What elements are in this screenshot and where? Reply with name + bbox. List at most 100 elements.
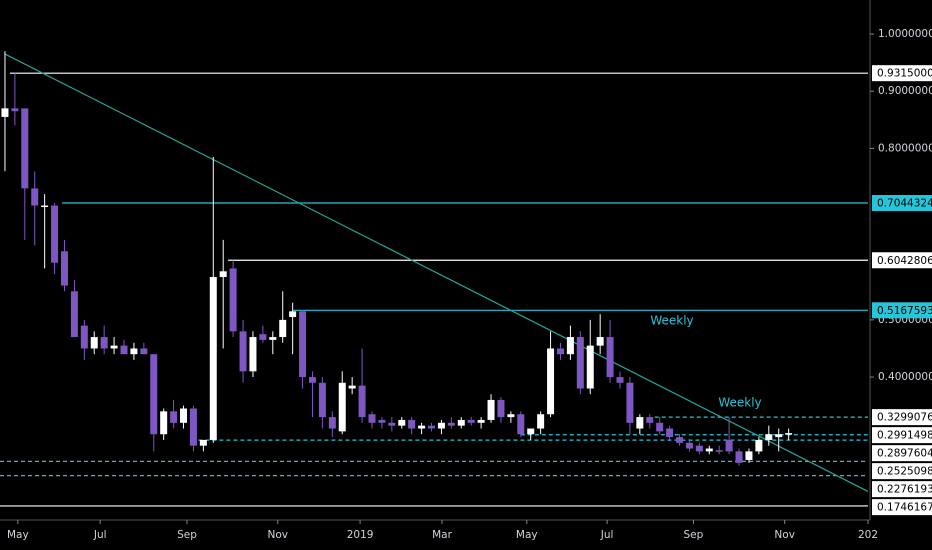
candle-body [150, 354, 158, 435]
candle-body [299, 311, 307, 378]
x-tick-label: Nov [774, 529, 795, 541]
level-label-box [872, 65, 932, 82]
candle-body [90, 337, 98, 349]
candle-body [477, 419, 485, 423]
candle-body [507, 414, 515, 418]
candle-body [189, 408, 197, 446]
candle-body [1, 108, 9, 117]
level-label-box [872, 499, 932, 516]
level-label-box [872, 445, 932, 462]
level-label: 0.28976049 [877, 448, 932, 460]
candle-body [259, 334, 267, 340]
candle-body [715, 450, 723, 452]
candle-body [646, 417, 654, 423]
candle-body [388, 422, 396, 426]
x-tick-label: May [516, 529, 538, 541]
candle-body [41, 205, 49, 208]
candle-body [51, 205, 59, 263]
candle-body [656, 422, 664, 432]
candle-body [685, 442, 693, 449]
level-label-box [872, 302, 932, 319]
candle-body [755, 439, 763, 452]
candle-body [735, 451, 743, 463]
candle-body [358, 385, 366, 418]
candle-body [199, 439, 207, 446]
candle-body [457, 419, 465, 426]
candle-body [289, 311, 297, 318]
candle-body [180, 408, 188, 423]
level-label: 0.22761934 [877, 484, 932, 496]
level-label-box [872, 252, 932, 269]
candle-body [785, 433, 793, 435]
candle-body [497, 399, 505, 418]
candle-body [705, 448, 713, 452]
candle-body [596, 337, 604, 346]
candle-body [160, 411, 168, 435]
candle-body [338, 382, 346, 432]
candle-body [21, 108, 29, 189]
level-label-box [872, 427, 932, 444]
x-tick-label: Jul [93, 529, 107, 541]
candle-body [60, 251, 68, 286]
candle-body [586, 345, 594, 389]
candle-body [269, 337, 277, 340]
level-label: 0.25250981 [877, 466, 932, 478]
candle-body [745, 451, 753, 460]
candle-body [219, 271, 227, 278]
x-tick-label: Nov [268, 529, 289, 541]
candle-body [725, 439, 733, 452]
candle-body [239, 331, 247, 372]
candle-body [378, 419, 386, 423]
candle-body [676, 437, 684, 443]
candle-body [348, 385, 356, 389]
level-label: 0.17461672 [877, 502, 932, 514]
candle-body [566, 337, 574, 355]
candle-body [229, 268, 237, 332]
plot-area [0, 51, 868, 507]
candle-body [368, 414, 376, 423]
x-tick-label: Sep [177, 529, 197, 541]
level-label-box [872, 463, 932, 480]
candle-body [626, 382, 634, 423]
candle-body [527, 428, 535, 435]
level-label: 0.60428068 [877, 255, 932, 267]
candle-body [487, 399, 495, 420]
x-tick-label: Jul [600, 529, 614, 541]
candle-body [576, 337, 584, 389]
x-tick-label: 2019 [347, 529, 374, 541]
level-label-box [872, 195, 932, 212]
candle-body [447, 422, 455, 426]
candle-body [80, 325, 88, 349]
level-label: 0.29914981 [877, 430, 932, 442]
candle-body [308, 377, 316, 383]
candle-body [775, 434, 783, 438]
candle-body [428, 425, 436, 429]
candle-body [130, 348, 138, 355]
candle-body [408, 419, 416, 429]
candle-body [11, 108, 19, 112]
candle-body [666, 428, 674, 438]
x-tick-label: Sep [684, 529, 704, 541]
level-label-box [872, 409, 932, 426]
candle-body [765, 434, 773, 440]
trendline [4, 53, 868, 492]
candle-body [328, 417, 336, 429]
candle-body [31, 188, 39, 206]
candle-body [70, 291, 78, 338]
candle-body [547, 348, 555, 415]
candle-body [209, 277, 217, 440]
candle-body [318, 382, 326, 418]
candle-body [418, 425, 426, 429]
candle-body [120, 345, 128, 355]
candle-body [140, 348, 148, 355]
annotation: Weekly [650, 314, 693, 328]
candle-body [249, 337, 257, 372]
candle-body [398, 419, 406, 426]
candle-body [537, 414, 545, 429]
level-label: 0.51675931 [877, 305, 932, 317]
y-tick-label: 0.40000000 [878, 371, 932, 383]
